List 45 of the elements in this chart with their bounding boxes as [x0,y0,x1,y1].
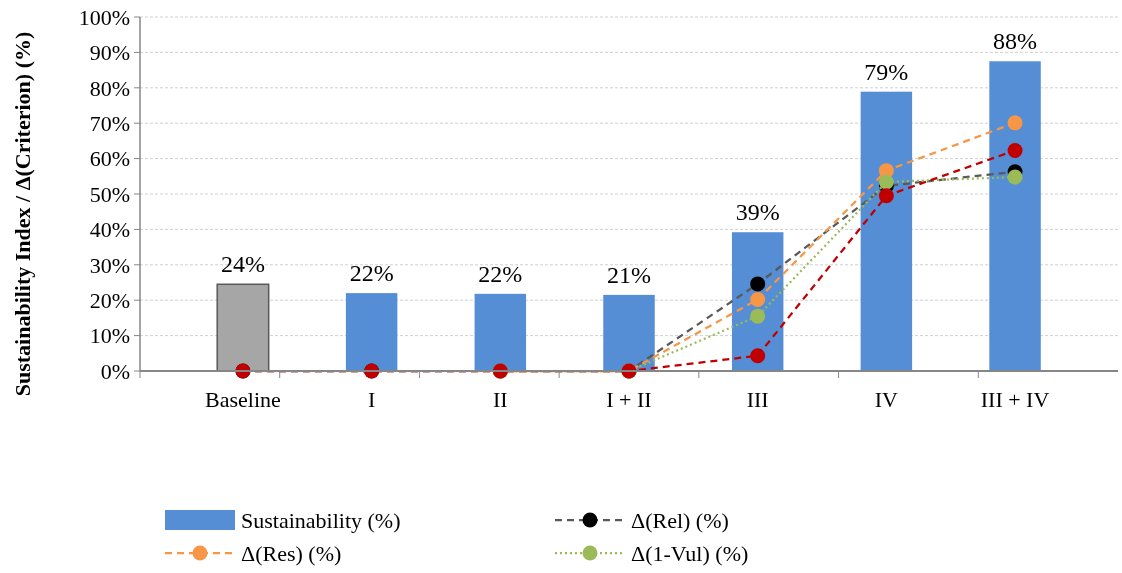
legend-label: Sustainability (%) [241,508,401,533]
x-tick-label: I [367,387,376,412]
data-label: 22% [478,260,523,287]
data-label: 79% [864,58,909,85]
bar [345,293,398,371]
data-label: 39% [735,199,780,226]
x-tick-label: III + IV [980,387,1050,412]
y-tick-label: 70% [89,110,130,136]
y-tick-label: 0% [100,358,130,384]
x-tick-label: I + II [606,387,652,412]
legend-label: Δ(1-Vul) (%) [631,541,749,566]
x-tick-label: IV [874,387,899,412]
legend-label: Δ(Rel) (%) [631,508,729,533]
data-label: 21% [607,261,651,288]
data-label: 22% [349,260,394,287]
y-tick-label: 50% [89,181,130,207]
y-tick-label: 10% [89,323,130,349]
bar [989,61,1041,371]
point [1007,115,1023,131]
point [1007,169,1023,185]
x-tick-label: III [746,387,769,412]
y-tick-label: 100% [78,4,130,30]
point [750,348,766,364]
x-tick-label: II [492,387,508,412]
point [750,308,766,324]
data-label: 24% [220,251,265,278]
y-tick-label: 90% [89,40,130,66]
bar [216,283,270,372]
x-tick-label: Baseline [205,387,281,412]
y-tick-label: 40% [89,217,130,243]
point [1007,142,1023,158]
y-axis-title: Sustainability Index / Δ(Criterion) (%) [10,31,35,397]
bar [860,91,913,371]
point [878,174,894,190]
y-tick-label: 20% [89,287,130,313]
data-label: 88% [993,28,1038,55]
point [750,276,766,292]
point [750,291,766,307]
y-tick-label: 60% [89,146,130,172]
point [878,188,894,204]
y-tick-label: 80% [89,75,130,101]
y-tick-label: 30% [89,252,130,278]
bar [474,293,527,371]
legend-label: Δ(Res) (%) [241,541,342,566]
bar [603,294,655,371]
